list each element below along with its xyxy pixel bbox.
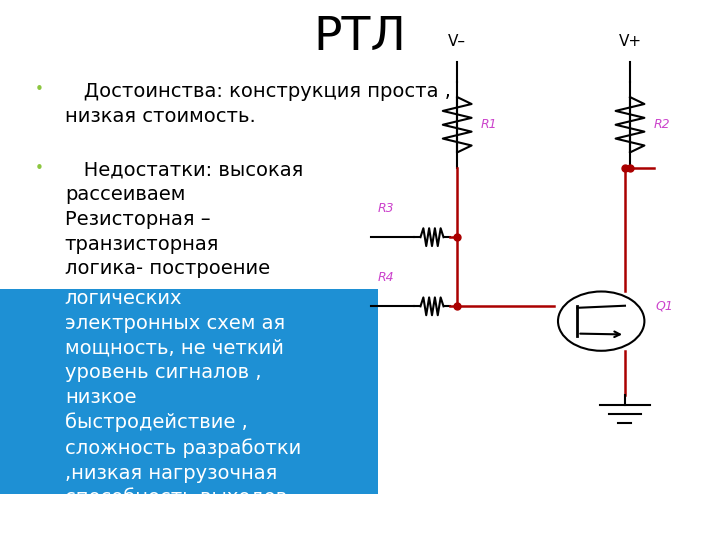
Text: V+: V+	[618, 35, 642, 49]
Text: Достоинства: конструкция проста ,
низкая стоимость.: Достоинства: конструкция проста , низкая…	[65, 82, 451, 126]
Text: •: •	[35, 82, 44, 97]
Text: R4: R4	[378, 271, 395, 284]
Text: V–: V–	[448, 35, 467, 49]
Bar	[0, 289, 378, 494]
Text: Q1: Q1	[655, 300, 673, 313]
Text: R3: R3	[378, 202, 395, 215]
Text: •: •	[35, 160, 44, 176]
Text: R2: R2	[654, 118, 670, 131]
Text: РТЛ: РТЛ	[314, 15, 406, 60]
Text: R1: R1	[481, 118, 498, 131]
Text: логических
электронных схем ая
мощность, не четкий
уровень сигналов ,
низкое
быс: логических электронных схем ая мощность,…	[65, 289, 301, 508]
Text: Недостатки: высокая
рассеиваем
Резисторная –
транзисторная
логика- построение: Недостатки: высокая рассеиваем Резисторн…	[65, 160, 303, 278]
